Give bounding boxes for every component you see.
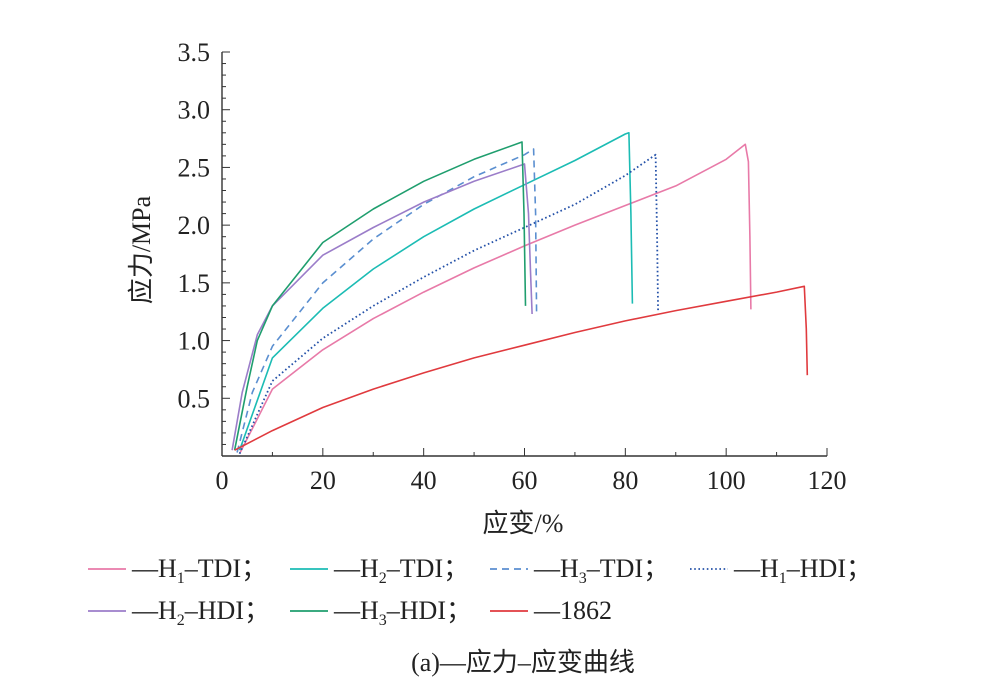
y-tick-label: 1.5 [178, 269, 211, 298]
x-tick-label: 100 [707, 466, 746, 495]
legend-label: —H3–TDI； [533, 554, 669, 587]
x-tick-label: 60 [512, 466, 538, 495]
x-tick-label: 40 [411, 466, 437, 495]
y-tick-label: 3.5 [178, 38, 211, 67]
x-tick-label: 0 [216, 466, 229, 495]
chart-axes [221, 51, 828, 457]
legend-label: —H1–TDI； [131, 554, 267, 587]
y-tick-label: 2.0 [178, 211, 211, 240]
series-line-H3–TDI [236, 148, 538, 453]
y-tick-label: 2.5 [178, 153, 211, 182]
series-line-H1–TDI [238, 143, 752, 455]
y-tick-label: 3.0 [178, 96, 211, 125]
series-line-H2–HDI [231, 163, 533, 451]
series-line-H2–TDI [238, 132, 634, 451]
figure-caption: (a)—应力–应变曲线 [411, 648, 635, 677]
legend: —H1–TDI； —H2–TDI； —H3–TDI； —H1–HDI； —H2–HDI；… [88, 554, 872, 629]
tick-labels: 0.5 1.0 1.5 2.0 2.5 3.0 3.5 0 20 40 60 80 100 120 [178, 38, 847, 495]
legend-label: —H3–HDI； [333, 596, 472, 629]
legend-label: —H2–HDI； [131, 596, 270, 629]
y-tick-label: 0.5 [178, 384, 211, 413]
legend-label: —H1–HDI； [733, 554, 872, 587]
x-tick-label: 80 [612, 466, 638, 495]
series-line-H1–HDI [238, 153, 659, 455]
x-tick-label: 120 [808, 466, 847, 495]
series-line-H3–HDI [233, 141, 527, 451]
series-line-1862 [234, 285, 809, 451]
y-axis-title: 应力/MPa [127, 195, 156, 304]
x-tick-label: 20 [310, 466, 336, 495]
legend-label: —H2–TDI； [333, 554, 469, 587]
legend-label: —1862 [533, 596, 612, 625]
y-tick-label: 1.0 [178, 327, 211, 356]
series-layer [231, 132, 809, 455]
x-axis-title: 应变/% [483, 509, 564, 538]
